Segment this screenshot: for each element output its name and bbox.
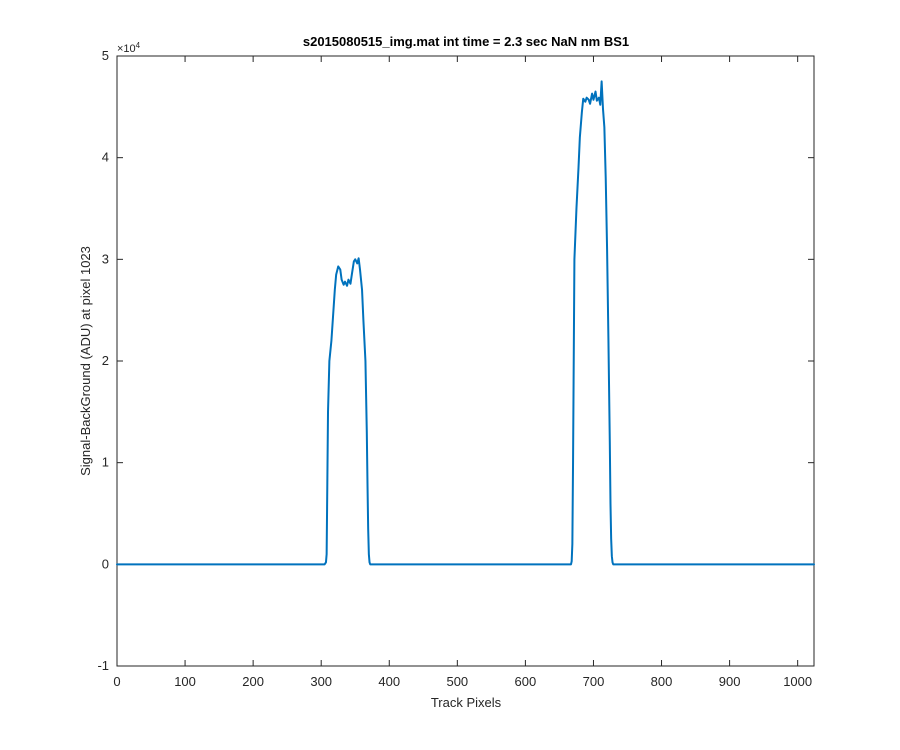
y-tick-label: 5 bbox=[102, 48, 109, 63]
x-tick-label: 800 bbox=[651, 674, 673, 689]
x-axis: 0 100 200 300 400 500 600 700 800 900 1000 bbox=[113, 56, 812, 689]
x-tick-label: 100 bbox=[174, 674, 196, 689]
x-tick-label: 1000 bbox=[783, 674, 812, 689]
x-axis-title: Track Pixels bbox=[431, 695, 502, 710]
y-tick-label: 0 bbox=[102, 556, 109, 571]
axes-box bbox=[116, 55, 815, 667]
y-axis-title: Signal-BackGround (ADU) at pixel 1023 bbox=[78, 246, 93, 476]
y-tick-label: -1 bbox=[97, 658, 109, 673]
y-tick-label: 4 bbox=[102, 150, 109, 165]
x-tick-label: 900 bbox=[719, 674, 741, 689]
y-tick-label: 2 bbox=[102, 353, 109, 368]
series-line bbox=[116, 80, 815, 566]
chart-title: s2015080515_img.mat int time = 2.3 sec N… bbox=[303, 34, 629, 49]
y-tick-label: 1 bbox=[102, 455, 109, 470]
x-tick-label: 400 bbox=[378, 674, 400, 689]
y-exponent-label: ×104 bbox=[117, 41, 141, 55]
x-tick-label: 200 bbox=[242, 674, 264, 689]
x-tick-label: 600 bbox=[515, 674, 537, 689]
x-tick-label: 500 bbox=[446, 674, 468, 689]
x-tick-label: 700 bbox=[583, 674, 605, 689]
y-tick-label: 3 bbox=[102, 251, 109, 266]
x-tick-label: 0 bbox=[113, 674, 120, 689]
x-tick-label: 300 bbox=[310, 674, 332, 689]
plot-area: 0 100 200 300 400 500 600 700 800 900 1000 -1 0 1 2 3 4… bbox=[97, 48, 815, 689]
